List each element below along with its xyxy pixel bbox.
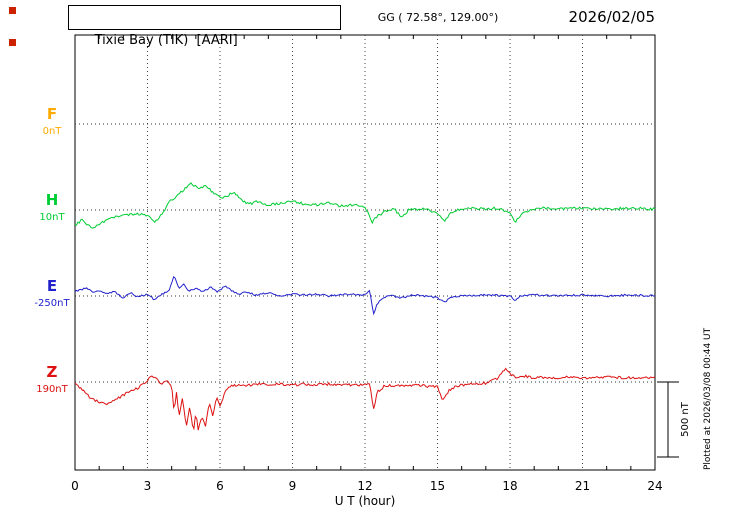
- series-label-F: F: [46, 105, 58, 123]
- series-baseline-F: 0nT: [42, 126, 62, 137]
- series-label-Z: Z: [46, 363, 58, 381]
- station-title: Tixie Bay (TIK) [AARI]: [94, 33, 238, 48]
- date-label: 2026/02/05: [568, 8, 655, 26]
- x-tick-label: 6: [216, 479, 224, 493]
- scale-bar-label: 500 nT: [680, 401, 691, 437]
- plot-frame: [74, 34, 656, 471]
- x-tick-label: 15: [430, 479, 445, 493]
- plotted-at-label: Plotted at 2026/03/08 00:44 UT: [703, 327, 713, 470]
- x-axis-title: U T (hour): [334, 494, 396, 508]
- series-label-E: E: [46, 277, 58, 295]
- x-tick-label: 24: [647, 479, 662, 493]
- series-baseline-Z: 190nT: [36, 384, 68, 395]
- trace-E: [74, 275, 656, 316]
- x-tick-label: 18: [502, 479, 517, 493]
- trace-H: [74, 182, 656, 229]
- red-marker-icon: [9, 7, 16, 14]
- red-marker-icon: [9, 39, 16, 46]
- x-tick-label: 3: [144, 479, 152, 493]
- x-tick-label: 9: [289, 479, 297, 493]
- series-label-H: H: [45, 191, 59, 209]
- series-baseline-E: -250nT: [34, 298, 70, 309]
- trace-Z: [74, 367, 656, 431]
- x-tick-label: 21: [575, 479, 590, 493]
- title-box: Tixie Bay (TIK) [AARI]: [68, 5, 341, 48]
- x-tick-label: 0: [71, 479, 79, 493]
- x-tick-label: 12: [357, 479, 372, 493]
- coordinates-label: GG ( 72.58°, 129.00°): [377, 11, 499, 24]
- series-baseline-H: 10nT: [39, 212, 65, 223]
